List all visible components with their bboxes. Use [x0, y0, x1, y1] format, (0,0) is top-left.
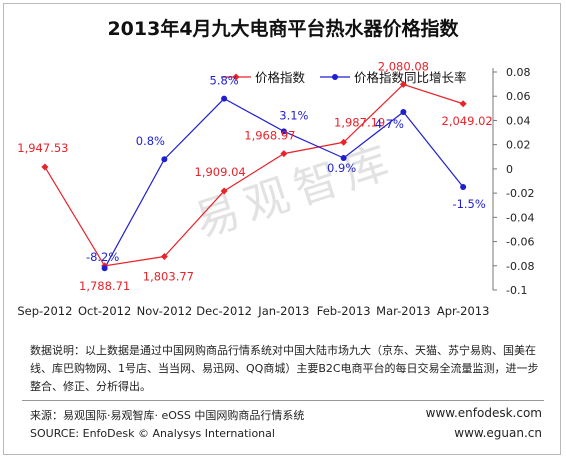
data-point-price-index: [340, 138, 348, 146]
data-label-price-index: 1,788.71: [79, 279, 130, 293]
data-label-price-index: 1,987.19: [334, 115, 385, 129]
legend-label-price-index: 价格指数: [255, 70, 306, 85]
chart-frame: [3, 3, 561, 455]
data-point-growth-rate: [161, 156, 168, 163]
right-axis-tick-label: 0.08: [506, 66, 531, 79]
data-point-growth-rate: [340, 154, 347, 161]
data-point-price-index: [399, 80, 407, 88]
right-axis-tick-label: -0.1: [506, 284, 527, 297]
data-point-growth-rate: [460, 184, 467, 191]
x-axis-tick-label: Feb-2013: [317, 304, 371, 318]
data-label-growth-rate: 0.9%: [327, 161, 356, 175]
right-axis-tick-label: -0.06: [506, 236, 534, 249]
right-axis-tick-label: -0.04: [506, 211, 534, 224]
data-point-growth-rate: [400, 108, 407, 115]
right-axis-tick-label: 0.02: [506, 139, 531, 152]
data-point-growth-rate: [101, 265, 108, 272]
legend-marker-price-index: [232, 73, 240, 81]
legend-marker-growth-rate: [332, 74, 338, 80]
right-axis-tick-label: -0.02: [506, 187, 534, 200]
data-point-growth-rate: [221, 95, 228, 102]
data-label-growth-rate: 3.1%: [279, 108, 308, 122]
data-label-growth-rate: 4.7%: [375, 117, 404, 131]
data-label-growth-rate: -8.2%: [86, 250, 119, 264]
right-axis-tick-label: 0.06: [506, 90, 531, 103]
website-eguan[interactable]: www.eguan.cn: [454, 426, 542, 440]
right-axis-tick-label: -0.08: [506, 260, 534, 273]
x-axis-tick-label: Dec-2012: [196, 304, 252, 318]
data-point-price-index: [160, 253, 168, 261]
chart-title: 2013年4月九大电商平台热水器价格指数: [107, 18, 459, 40]
data-label-price-index: 2,080.08: [378, 59, 429, 73]
data-point-price-index: [459, 100, 467, 108]
x-axis-tick-label: Sep-2012: [17, 304, 72, 318]
x-axis-tick-label: Mar-2013: [376, 304, 430, 318]
data-label-growth-rate: 5.8%: [210, 74, 239, 88]
right-axis-tick-label: 0.04: [506, 114, 531, 127]
x-axis-tick-label: Nov-2012: [137, 304, 193, 318]
website-enfodesk[interactable]: www.enfodesk.com: [425, 406, 542, 420]
source-cn: 来源：易观国际·易观智库· eOSS 中国网购商品行情系统: [30, 409, 305, 422]
series-line-price-index: [44, 83, 464, 267]
x-axis-tick-label: Jan-2013: [257, 304, 309, 318]
data-label-price-index: 1,947.53: [17, 141, 68, 155]
x-axis-tick-label: Apr-2013: [437, 304, 490, 318]
divider: [22, 400, 544, 401]
x-axis-tick-label: Oct-2012: [78, 304, 131, 318]
data-point-price-index: [220, 187, 228, 195]
data-point-price-index: [41, 163, 49, 171]
data-label-growth-rate: -1.5%: [452, 197, 485, 211]
data-point-price-index: [280, 150, 288, 158]
data-label-price-index: 1,909.04: [195, 165, 246, 179]
data-label-price-index: 1,803.77: [143, 270, 194, 284]
data-note: 数据说明：以上数据是通过中国网购商品行情系统对中国大陆市场九大（京东、天猫、苏宁…: [30, 344, 539, 393]
data-label-price-index: 1,968.97: [244, 129, 295, 143]
right-axis-tick-label: 0: [506, 163, 513, 176]
data-label-growth-rate: 0.8%: [136, 134, 165, 148]
data-label-price-index: 2,049.02: [442, 114, 493, 128]
source-en: SOURCE: EnfoDesk © Analysys Internationa…: [30, 427, 275, 440]
legend-label-growth-rate: 价格指数同比增长率: [354, 70, 467, 85]
data-point-growth-rate: [280, 128, 287, 135]
